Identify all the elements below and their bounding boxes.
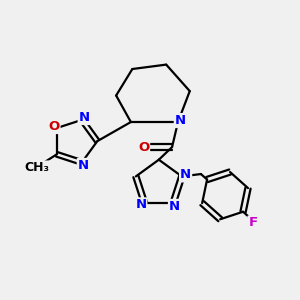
Text: O: O: [138, 141, 149, 154]
Text: CH₃: CH₃: [25, 161, 50, 174]
Text: O: O: [48, 120, 59, 133]
Text: N: N: [169, 200, 180, 213]
Text: F: F: [248, 216, 257, 230]
Text: N: N: [175, 114, 186, 127]
Text: N: N: [135, 198, 146, 212]
Text: N: N: [79, 111, 90, 124]
Text: N: N: [180, 168, 191, 182]
Text: N: N: [78, 159, 89, 172]
